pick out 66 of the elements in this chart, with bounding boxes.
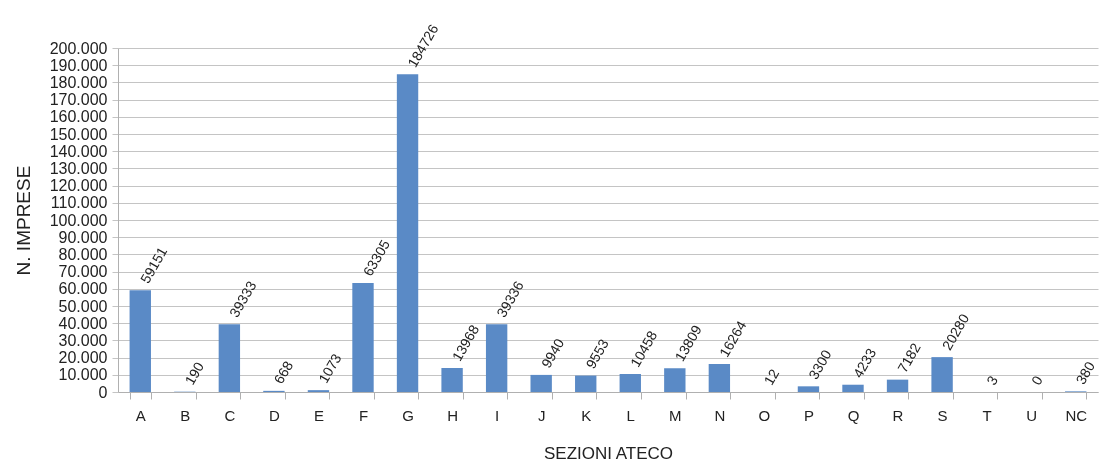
bar: [842, 384, 864, 392]
x-tick-label: B: [180, 406, 191, 424]
x-tick-label: U: [1026, 406, 1038, 424]
y-tick-label: 60.000: [58, 280, 108, 298]
bar: [129, 290, 151, 392]
data-label: 668: [270, 358, 297, 387]
bar: [797, 386, 820, 392]
x-axis-title: SEZIONI ATECO: [543, 443, 674, 463]
y-tick-label: 20.000: [58, 349, 108, 367]
bar: [664, 368, 686, 392]
bar: [619, 374, 641, 392]
y-tick-label: 150.000: [49, 125, 108, 143]
y-tick-label: 170.000: [49, 91, 108, 109]
bar: [575, 375, 597, 392]
y-tick-label: 70.000: [58, 263, 108, 281]
y-tick-label: 100.000: [49, 211, 108, 229]
bar: [931, 357, 953, 392]
y-tick-label: 30.000: [58, 331, 108, 349]
bar: [886, 379, 909, 392]
x-tick-label: O: [758, 406, 771, 424]
y-tick-label: 120.000: [49, 177, 108, 195]
data-label: 380: [1072, 358, 1099, 388]
y-axis-title: N. IMPRESE: [12, 165, 34, 276]
bar: [485, 324, 508, 392]
x-tick-label: I: [495, 406, 500, 424]
y-tick-label: 10.000: [58, 366, 108, 384]
x-tick-label: K: [581, 406, 592, 424]
y-tick-label: 180.000: [49, 73, 108, 91]
x-tick-label: G: [402, 406, 414, 424]
x-tick-label: R: [892, 406, 904, 424]
y-tick-label: 130.000: [49, 159, 108, 177]
x-tick-label: P: [803, 406, 814, 424]
data-label: 0: [1027, 372, 1046, 388]
x-tick-label: D: [268, 406, 280, 424]
data-label: 3: [983, 372, 1002, 388]
bar: [530, 374, 552, 392]
bar: [441, 367, 463, 392]
x-tick-label: H: [447, 406, 459, 424]
x-tick-label: T: [982, 406, 992, 424]
y-tick-label: 160.000: [49, 108, 108, 126]
data-label: 190: [181, 358, 208, 388]
x-tick-label: A: [135, 406, 146, 424]
x-tick-label: E: [313, 406, 324, 424]
y-tick-label: 40.000: [58, 314, 108, 332]
x-tick-label: Q: [847, 406, 860, 424]
x-tick-label: C: [224, 406, 236, 424]
bar: [218, 324, 241, 392]
x-tick-label: L: [626, 406, 635, 424]
y-tick-label: 140.000: [49, 142, 108, 160]
y-tick-label: 190.000: [49, 56, 108, 74]
y-tick-label: 110.000: [50, 194, 108, 212]
y-tick-label: 0: [98, 383, 108, 401]
x-tick-label: F: [358, 406, 369, 424]
y-tick-label: 50.000: [58, 297, 108, 315]
x-tick-label: J: [537, 406, 546, 424]
bar: [352, 283, 374, 392]
data-label: 12: [760, 366, 783, 388]
y-tick-label: 80.000: [58, 245, 108, 263]
x-tick-label: S: [937, 406, 948, 424]
bar: [708, 364, 731, 392]
x-tick-label: M: [669, 406, 682, 424]
x-tick-label: N: [714, 406, 726, 424]
y-tick-label: 90.000: [58, 228, 108, 246]
bar: [396, 74, 419, 392]
x-tick-label: NC: [1065, 406, 1088, 424]
y-tick-label: 200.000: [49, 39, 108, 57]
